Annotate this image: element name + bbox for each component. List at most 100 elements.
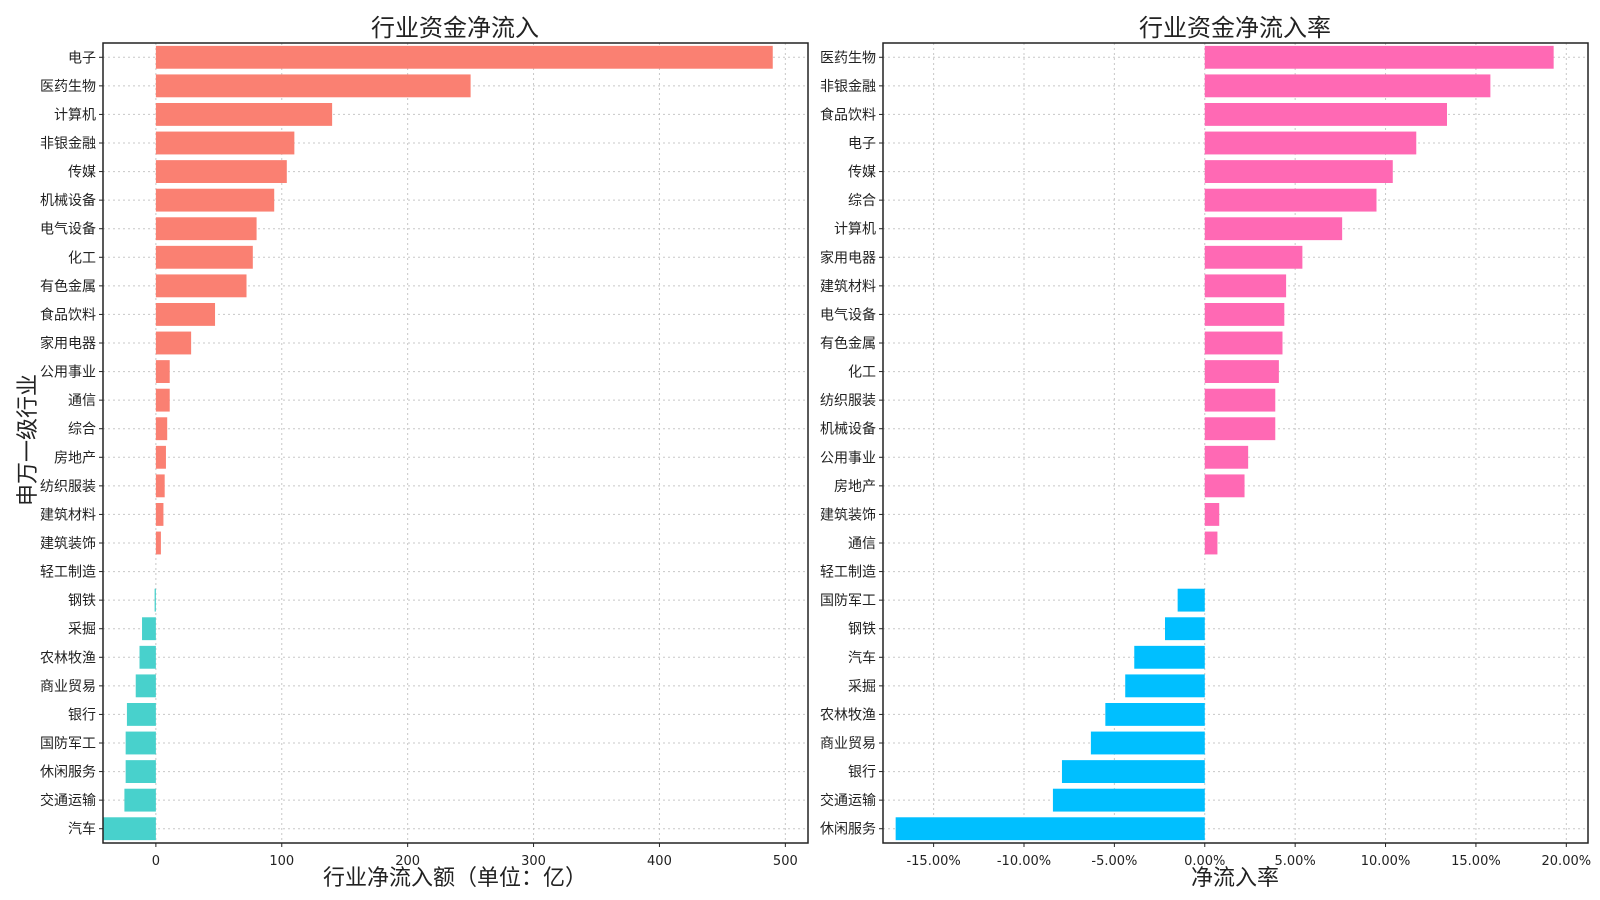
- category-label: 非银金融: [40, 136, 96, 152]
- category-label: 电气设备: [820, 306, 876, 323]
- category-label: 食品饮料: [820, 106, 876, 123]
- x-tick-label: 200: [395, 854, 420, 869]
- bar: [125, 760, 156, 783]
- chart-net-inflow: 电子医药生物计算机非银金融传媒机械设备电气设备化工有色金属食品饮料家用电器公用事…: [40, 14, 809, 891]
- category-label: 休闲服务: [820, 822, 876, 838]
- bars: [895, 45, 1554, 841]
- category-label: 家用电器: [820, 249, 876, 266]
- x-tick-label: 300: [521, 854, 546, 869]
- bar: [103, 817, 156, 841]
- category-label: 医药生物: [40, 79, 96, 95]
- bar: [1177, 588, 1205, 612]
- bar: [1165, 617, 1205, 641]
- category-labels: 医药生物非银金融食品饮料电子传媒综合计算机家用电器建筑材料电气设备有色金属化工纺…: [820, 50, 883, 838]
- category-label: 通信: [848, 536, 876, 552]
- bar: [1125, 674, 1205, 698]
- bar: [1204, 74, 1491, 98]
- bar: [155, 360, 170, 383]
- category-label: 机械设备: [40, 192, 96, 209]
- bar: [155, 74, 471, 98]
- bar: [124, 788, 156, 812]
- bar: [895, 817, 1205, 841]
- category-label: 国防军工: [820, 593, 876, 609]
- category-label: 公用事业: [820, 450, 876, 466]
- category-labels: 电子医药生物计算机非银金融传媒机械设备电气设备化工有色金属食品饮料家用电器公用事…: [40, 50, 103, 838]
- category-label: 房地产: [54, 450, 96, 466]
- category-label: 房地产: [834, 479, 876, 495]
- bar: [1204, 531, 1218, 555]
- bar: [1204, 445, 1249, 469]
- category-label: 纺织服装: [40, 479, 96, 495]
- category-label: 电气设备: [40, 221, 96, 238]
- category-label: 家用电器: [40, 335, 96, 352]
- category-label: 计算机: [54, 107, 96, 123]
- bar: [155, 131, 295, 155]
- category-label: 交通运输: [40, 792, 96, 809]
- bar: [1204, 131, 1417, 155]
- category-label: 计算机: [834, 222, 876, 238]
- x-tick-label: 5.00%: [1274, 854, 1315, 869]
- category-label: 综合: [68, 422, 96, 438]
- x-tick-label: 400: [647, 854, 672, 869]
- category-label: 银行: [68, 707, 96, 723]
- bar: [155, 103, 333, 126]
- category-label: 电子: [68, 50, 96, 66]
- bar: [125, 731, 156, 755]
- bar: [155, 217, 257, 241]
- category-label: 汽车: [68, 821, 96, 838]
- category-label: 银行: [848, 765, 876, 781]
- bar: [1052, 788, 1205, 812]
- category-label: 综合: [848, 193, 876, 209]
- bar: [1204, 217, 1343, 241]
- category-label: 公用事业: [40, 365, 96, 381]
- category-label: 交通运输: [820, 792, 876, 809]
- bar: [142, 617, 156, 641]
- shared-y-axis-label: 申万一级行业: [16, 374, 41, 506]
- category-label: 非银金融: [820, 79, 876, 95]
- category-label: 化工: [68, 250, 96, 266]
- x-tick-label: -10.00%: [997, 854, 1051, 869]
- category-label: 化工: [848, 365, 876, 381]
- bar: [1204, 503, 1220, 526]
- x-axis-label: 净流入率: [1191, 866, 1279, 891]
- bar: [155, 45, 773, 69]
- bar: [155, 503, 164, 526]
- bar: [1134, 645, 1205, 669]
- x-tick-label: 20.00%: [1542, 854, 1592, 869]
- category-label: 商业贸易: [40, 679, 96, 695]
- category-label: 建筑材料: [820, 279, 876, 295]
- category-label: 农林牧渔: [40, 650, 96, 666]
- category-label: 传媒: [68, 165, 96, 181]
- category-label: 农林牧渔: [820, 707, 876, 723]
- bar: [155, 331, 192, 355]
- bar: [1204, 474, 1245, 498]
- category-label: 食品饮料: [40, 306, 96, 323]
- category-label: 汽车: [848, 649, 876, 666]
- x-tick-label: 500: [773, 854, 798, 869]
- x-tick-label: 10.00%: [1361, 854, 1411, 869]
- x-tick-label: 100: [269, 854, 294, 869]
- x-axis-label: 行业净流入额（单位：亿）: [323, 866, 587, 891]
- chart-title: 行业资金净流入率: [1139, 14, 1331, 42]
- category-label: 有色金属: [820, 335, 876, 352]
- bar: [1204, 388, 1276, 412]
- x-tick-label: 0: [152, 854, 160, 869]
- category-label: 建筑装饰: [40, 536, 96, 552]
- x-tick-labels: -15.00% -10.00% -5.00% 0.00% 5.00% 10.00% 15.0…: [906, 843, 1591, 869]
- bar: [155, 474, 165, 498]
- category-label: 钢铁: [68, 593, 96, 609]
- bar: [1204, 360, 1279, 383]
- category-label: 机械设备: [820, 421, 876, 438]
- chart-title: 行业资金净流入: [371, 14, 539, 42]
- bar: [1204, 45, 1554, 69]
- bar: [155, 188, 275, 212]
- bar: [155, 417, 168, 441]
- x-tick-labels: 0 100 200 300 400 500: [152, 843, 798, 869]
- bar: [1204, 160, 1393, 183]
- category-label: 建筑装饰: [820, 507, 876, 523]
- bar: [155, 274, 247, 298]
- plot-frame: [102, 42, 809, 844]
- x-tick-label: -15.00%: [906, 854, 960, 869]
- x-tick-label: 0.00%: [1184, 854, 1225, 869]
